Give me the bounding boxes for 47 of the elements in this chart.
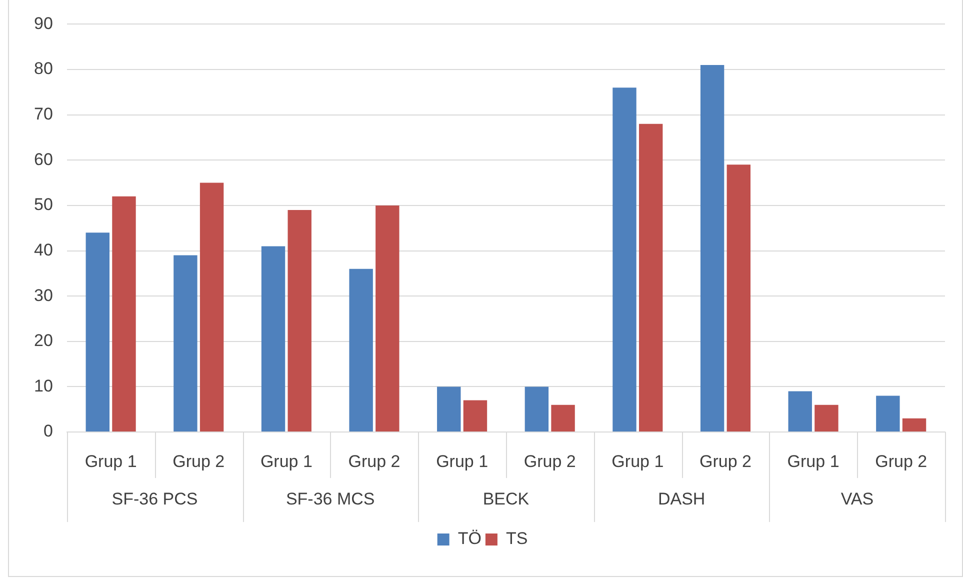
bar <box>376 205 400 432</box>
bar <box>700 64 724 432</box>
y-tick-label: 90 <box>34 14 53 33</box>
bar <box>174 255 198 432</box>
bar <box>814 404 838 432</box>
y-tick-label: 30 <box>34 286 53 305</box>
bar <box>902 418 926 432</box>
bar <box>349 268 373 432</box>
bar <box>726 164 751 432</box>
bar <box>638 124 663 432</box>
bar <box>612 88 636 432</box>
x-tick-label: Grup 2 <box>524 452 576 471</box>
x-tick-label: Grup 2 <box>875 452 928 471</box>
legend-label: TÖ <box>458 529 482 548</box>
bar <box>200 182 224 432</box>
bar <box>437 386 461 432</box>
y-tick-label: 80 <box>34 59 53 78</box>
bar <box>86 232 110 432</box>
bar <box>524 386 549 432</box>
x-tick-label: Grup 2 <box>348 452 400 471</box>
x-tick-label: Grup 1 <box>84 452 137 471</box>
x-tick-label: Grup 1 <box>260 452 312 471</box>
bar <box>112 196 136 432</box>
x-tick-label: Grup 1 <box>436 452 488 471</box>
bar <box>261 246 286 432</box>
bar <box>788 391 812 432</box>
text: DASH <box>658 490 706 509</box>
text: VAS <box>840 490 874 509</box>
x-tick-label: Grup 2 <box>699 452 752 471</box>
bar <box>288 210 312 432</box>
x-tick-label: Grup 1 <box>787 452 840 471</box>
bar <box>463 400 488 432</box>
x-tick-label: Grup 1 <box>612 452 664 471</box>
text: BECK <box>482 490 530 509</box>
bar <box>876 396 900 432</box>
x-tick-label: Grup 2 <box>172 452 225 471</box>
y-tick-label: 20 <box>34 331 53 350</box>
y-tick-label: 0 <box>43 422 53 441</box>
legend-label: TS <box>506 529 528 548</box>
text: SF-36 PCS <box>112 490 198 509</box>
y-tick-label: 10 <box>34 376 53 396</box>
y-tick-label: 50 <box>34 195 53 214</box>
y-tick-label: 40 <box>34 240 53 260</box>
y-tick-label: 70 <box>34 104 53 124</box>
y-tick-label: 60 <box>34 150 53 169</box>
text: SF-36 MCS <box>286 490 375 509</box>
bar <box>551 404 575 432</box>
